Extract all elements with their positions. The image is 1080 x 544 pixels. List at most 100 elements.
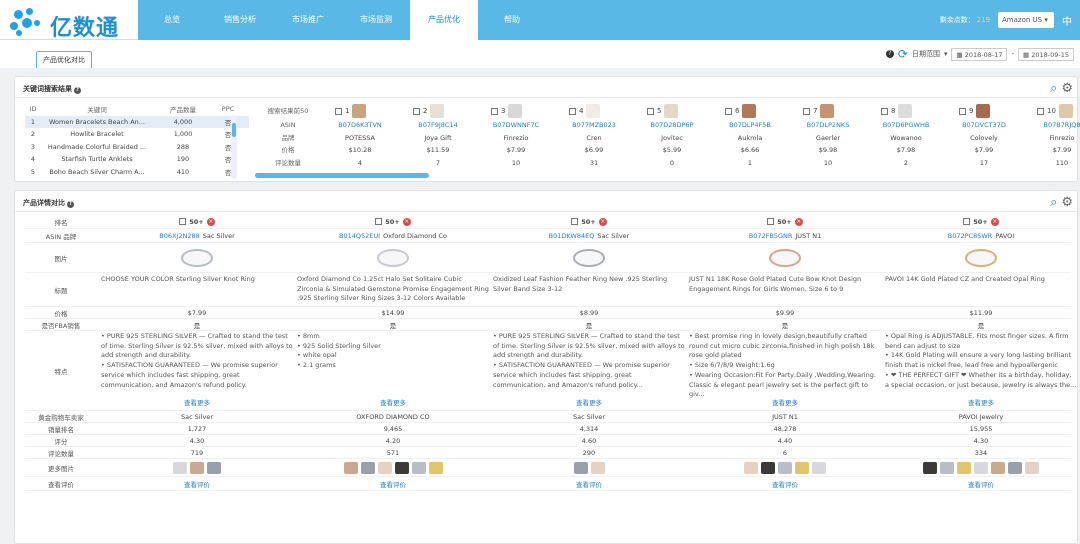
result-asin-link[interactable]: B07DVCT37D xyxy=(962,121,1006,129)
image-thumbnail[interactable] xyxy=(974,461,988,474)
product-checkbox[interactable] xyxy=(571,218,579,225)
search-icon[interactable]: ⌕ xyxy=(1050,195,1058,210)
help-icon[interactable]: ? xyxy=(67,201,74,208)
image-thumbnail[interactable] xyxy=(744,461,758,474)
view-reviews-link[interactable]: 查看评价 xyxy=(772,480,798,489)
image-thumbnail[interactable] xyxy=(190,461,204,474)
ring-image[interactable] xyxy=(965,248,997,267)
result-asin-link[interactable]: B077MZB023 xyxy=(572,121,616,129)
remove-icon[interactable]: × xyxy=(402,217,411,226)
view-reviews-link[interactable]: 查看评价 xyxy=(576,480,602,489)
product-checkbox[interactable] xyxy=(375,218,383,225)
image-thumbnail[interactable] xyxy=(173,461,187,474)
view-reviews-link[interactable]: 查看评价 xyxy=(184,480,210,489)
show-more-link[interactable]: 查看更多 xyxy=(184,399,210,407)
product-thumbnail[interactable] xyxy=(976,104,991,118)
product-thumbnail[interactable] xyxy=(742,104,757,118)
image-thumbnail[interactable] xyxy=(377,461,392,474)
result-asin-link[interactable]: B07D6K3TVN xyxy=(338,121,382,129)
product-asin-link[interactable]: B06XJ2N288 xyxy=(159,231,200,240)
product-thumbnail[interactable] xyxy=(586,104,601,118)
image-thumbnail[interactable] xyxy=(1025,461,1039,474)
ring-image[interactable] xyxy=(181,248,213,267)
image-thumbnail[interactable] xyxy=(923,461,937,474)
product-thumbnail[interactable] xyxy=(664,104,679,118)
nav-product-optimization[interactable]: 产品优化 xyxy=(410,0,478,40)
nav-sales-analysis[interactable]: 销售分析 xyxy=(224,15,256,24)
result-asin-link[interactable]: B07F9J8C14 xyxy=(418,121,458,129)
product-thumbnail[interactable] xyxy=(820,104,835,118)
image-thumbnail[interactable] xyxy=(957,461,971,474)
result-asin-link[interactable]: B07DLP2NKS xyxy=(806,121,850,129)
remove-icon[interactable]: × xyxy=(990,217,999,226)
end-date-input[interactable]: ▦ 2018-09-15 xyxy=(1018,47,1074,61)
result-checkbox[interactable] xyxy=(959,107,966,115)
product-asin-link[interactable]: B072FB5GNR xyxy=(748,231,793,240)
image-thumbnail[interactable] xyxy=(394,461,409,474)
product-thumbnail[interactable] xyxy=(1058,104,1073,118)
result-asin-link[interactable]: B07DWNNF7C xyxy=(492,121,540,129)
image-thumbnail[interactable] xyxy=(778,461,792,474)
result-checkbox[interactable] xyxy=(725,107,732,115)
image-thumbnail[interactable] xyxy=(590,461,605,474)
keyword-row[interactable]: 2 Howlite Bracelet 1,000 否 xyxy=(25,128,249,141)
tab-product-compare[interactable]: 产品优化对比 xyxy=(36,51,92,68)
image-thumbnail[interactable] xyxy=(411,461,426,474)
results-h-scrollbar[interactable] xyxy=(255,173,429,178)
result-checkbox[interactable] xyxy=(647,107,654,115)
help-icon[interactable]: ? xyxy=(74,87,81,94)
product-asin-link[interactable]: B072PC85WR xyxy=(947,231,993,240)
show-more-link[interactable]: 查看更多 xyxy=(968,399,994,407)
product-thumbnail[interactable] xyxy=(430,104,445,118)
nav-monitoring[interactable]: 市场监测 xyxy=(360,15,392,24)
ring-image[interactable] xyxy=(377,248,409,267)
image-thumbnail[interactable] xyxy=(360,461,375,474)
gear-icon[interactable]: ⚙ xyxy=(1061,81,1073,96)
search-icon[interactable]: ⌕ xyxy=(1050,81,1058,96)
remove-icon[interactable]: × xyxy=(206,217,215,226)
ring-image[interactable] xyxy=(769,248,801,267)
image-thumbnail[interactable] xyxy=(343,461,358,474)
product-checkbox[interactable] xyxy=(963,218,971,225)
start-date-input[interactable]: ▦ 2018-08-17 xyxy=(951,47,1008,61)
keyword-row[interactable]: 3 Handmade Colorful Braided ... 288 否 xyxy=(25,141,249,154)
keyword-row[interactable]: 4 Starfish Turtle Anklets 190 否 xyxy=(25,153,249,166)
product-thumbnail[interactable] xyxy=(508,104,523,118)
product-checkbox[interactable] xyxy=(179,218,187,225)
help-icon[interactable]: ? xyxy=(885,50,894,58)
product-checkbox[interactable] xyxy=(767,218,775,225)
nav-marketing[interactable]: 市场推广 xyxy=(292,15,324,24)
nav-overview[interactable]: 总览 xyxy=(164,15,180,24)
result-checkbox[interactable] xyxy=(335,107,342,115)
show-more-link[interactable]: 查看更多 xyxy=(772,399,798,407)
image-thumbnail[interactable] xyxy=(1008,461,1022,474)
show-more-link[interactable]: 查看更多 xyxy=(576,399,602,407)
remove-icon[interactable]: × xyxy=(794,217,803,226)
result-checkbox[interactable] xyxy=(803,107,810,115)
result-checkbox[interactable] xyxy=(1037,107,1044,115)
date-range-label[interactable]: 日期范围 xyxy=(911,50,940,58)
image-thumbnail[interactable] xyxy=(428,461,443,474)
result-asin-link[interactable]: B07B7RJQ8 xyxy=(1043,121,1080,129)
image-thumbnail[interactable] xyxy=(795,461,809,474)
refresh-icon[interactable]: ⟳ xyxy=(897,47,908,61)
image-thumbnail[interactable] xyxy=(812,461,826,474)
image-thumbnail[interactable] xyxy=(207,461,221,474)
image-thumbnail[interactable] xyxy=(761,461,775,474)
keyword-row[interactable]: 1 Women Bracelets Beach An... 4,000 否 xyxy=(25,115,249,128)
nav-help[interactable]: 帮助 xyxy=(504,15,520,24)
language-toggle[interactable]: 中 xyxy=(1062,16,1072,28)
result-checkbox[interactable] xyxy=(491,107,498,115)
remove-icon[interactable]: × xyxy=(598,217,607,226)
keyword-scrollbar[interactable] xyxy=(231,115,237,179)
marketplace-select[interactable]: Amazon US ▾ xyxy=(998,12,1054,28)
product-thumbnail[interactable] xyxy=(898,104,913,118)
view-reviews-link[interactable]: 查看评价 xyxy=(968,480,994,489)
product-thumbnail[interactable] xyxy=(352,104,367,118)
result-checkbox[interactable] xyxy=(569,107,576,115)
app-logo[interactable]: 亿数通 xyxy=(8,4,128,41)
image-thumbnail[interactable] xyxy=(940,461,954,474)
product-asin-link[interactable]: B01DKW84EQ xyxy=(548,231,595,240)
result-asin-link[interactable]: B07D28DP6P xyxy=(650,121,694,129)
result-asin-link[interactable]: B07DLP4F5B xyxy=(729,121,771,129)
